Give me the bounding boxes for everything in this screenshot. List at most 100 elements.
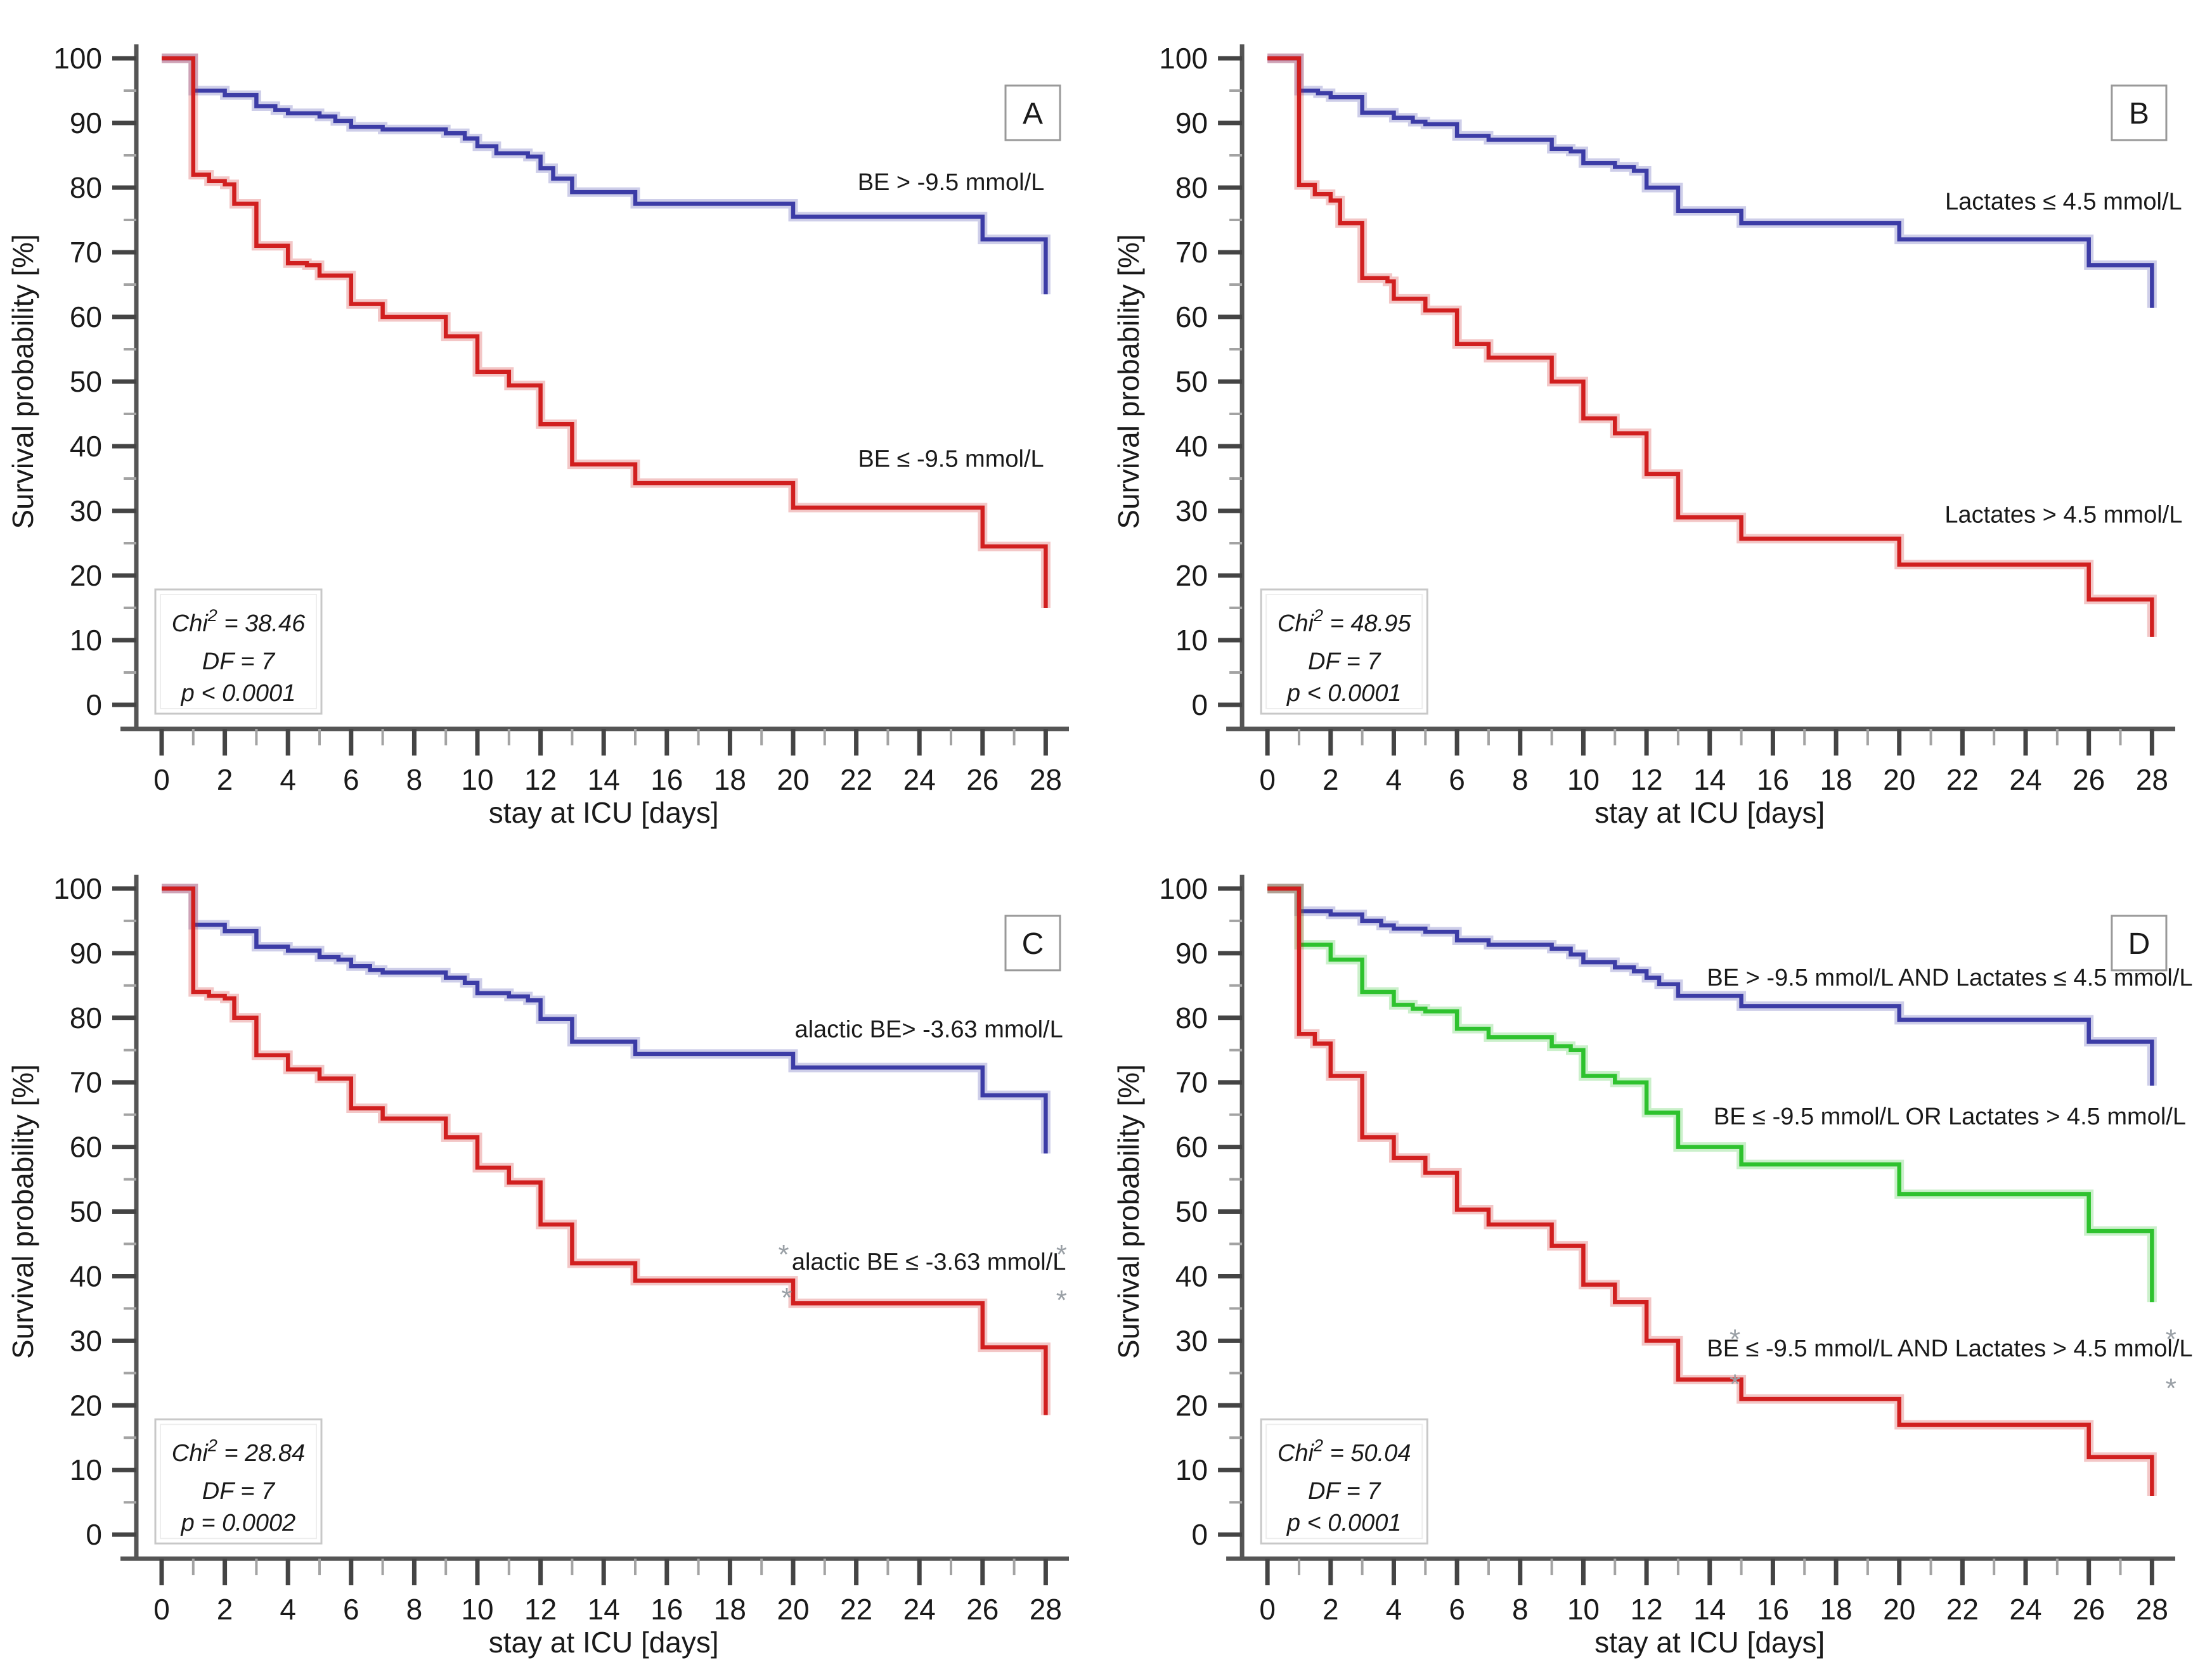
curve-label: BE ≤ -9.5 mmol/L OR Lactates > 4.5 mmol/… [1714,1103,2186,1130]
x-tick-label: 28 [1030,1593,1062,1626]
y-tick-label: 70 [70,236,102,269]
stats-p: p < 0.0001 [181,680,296,707]
curve-label: BE ≤ -9.5 mmol/L [858,446,1044,473]
y-tick-label: 80 [1175,1001,1208,1034]
survival-curve-red: BE ≤ -9.5 mmol/L [162,53,1051,608]
y-tick-label: 100 [53,872,102,905]
survival-curve-red: alactic BE ≤ -3.63 mmol/L [162,884,1066,1415]
panel-letter: C [1004,915,1061,972]
y-tick-label: 100 [1159,872,1208,905]
y-tick-label: 80 [70,1001,102,1034]
stats-df: DF = 7 [202,648,276,675]
y-tick-label: 0 [86,688,102,721]
panel-letter: D [2111,915,2168,972]
stats-df: DF = 7 [1308,648,1381,675]
survival-curve-blue: Lactates ≤ 4.5 mmol/L [1267,53,2182,308]
stats-chi2: Chi2 = 48.95 [1277,606,1411,637]
x-tick-label: 22 [1946,763,1979,796]
y-tick-label: 30 [1175,1324,1208,1357]
y-tick-label: 40 [1175,1259,1208,1292]
x-tick-label: 4 [280,1593,296,1626]
svg-text:B: B [2129,97,2149,131]
panel-letter: B [2111,84,2168,141]
x-tick-label: 8 [1512,1593,1529,1626]
y-tick-label: 40 [70,1259,102,1292]
y-tick-label: 70 [70,1066,102,1099]
x-tick-label: 10 [461,763,493,796]
x-tick-label: 4 [1386,1593,1402,1626]
x-tick-label: 12 [1630,763,1662,796]
y-tick-label: 20 [1175,559,1208,592]
x-tick-label: 26 [2073,763,2105,796]
x-tick-label: 16 [650,763,683,796]
panel-a: 0 10 20 30 40 50 60 70 80 90 100 Survival probabili… [0,0,1106,830]
y-tick-label: 60 [1175,1131,1208,1164]
stats-box: Chi2 = 28.84 DF = 7 p = 0.0002 [154,1418,323,1545]
x-tick-label: 14 [588,763,620,796]
censor-mark: * [781,1282,792,1313]
y-tick-label: 90 [70,937,102,970]
x-tick-label: 10 [1567,763,1600,796]
panel-letter: A [1004,84,1061,141]
y-tick-label: 40 [1175,430,1208,463]
y-tick-label: 80 [70,171,102,204]
svg-text:D: D [2128,927,2151,961]
y-axis: 0 10 20 30 40 50 60 70 80 90 100 Survival probabili… [6,42,139,729]
x-tick-label: 0 [153,1593,170,1626]
y-tick-label: 50 [70,365,102,398]
censor-mark: * [1730,1323,1740,1354]
y-tick-label: 100 [1159,42,1208,75]
stats-chi2: Chi2 = 50.04 [1277,1436,1411,1467]
x-tick-label: 6 [1449,1593,1465,1626]
y-tick-label: 80 [1175,171,1208,204]
x-tick-label: 18 [714,1593,746,1626]
y-tick-label: 10 [1175,1453,1208,1486]
x-axis-title: stay at ICU [days] [1594,1626,1825,1659]
x-tick-label: 20 [1883,1593,1915,1626]
x-tick-label: 26 [966,1593,999,1626]
x-tick-label: 18 [1820,763,1852,796]
y-tick-label: 0 [1191,688,1208,721]
x-tick-label: 6 [343,1593,359,1626]
x-tick-label: 22 [840,763,872,796]
censor-mark: * [1056,1285,1067,1316]
x-tick-label: 26 [966,763,999,796]
x-tick-label: 0 [1259,1593,1276,1626]
x-tick-label: 0 [153,763,170,796]
stats-box: Chi2 = 50.04 DF = 7 p < 0.0001 [1260,1418,1428,1545]
survival-curve-blue: alactic BE> -3.63 mmol/L [162,884,1063,1154]
y-tick-label: 90 [1175,106,1208,139]
x-tick-label: 0 [1259,763,1276,796]
x-tick-label: 18 [714,763,746,796]
survival-curve-blue: BE > -9.5 mmol/L AND Lactates ≤ 4.5 mmol… [1267,884,2193,1086]
y-tick-label: 10 [70,624,102,657]
stats-chi2: Chi2 = 28.84 [172,1436,305,1467]
stats-p: p = 0.0002 [181,1510,296,1536]
y-tick-label: 0 [86,1518,102,1551]
y-tick-label: 100 [53,42,102,75]
x-tick-label: 16 [1757,1593,1789,1626]
x-tick-label: 2 [217,1593,233,1626]
y-tick-label: 20 [70,559,102,592]
curve-label: BE > -9.5 mmol/L [858,169,1045,196]
x-tick-label: 28 [2136,763,2168,796]
x-tick-label: 24 [903,1593,936,1626]
x-tick-label: 10 [461,1593,493,1626]
x-tick-label: 14 [1693,763,1726,796]
y-tick-label: 90 [1175,937,1208,970]
x-tick-label: 12 [524,763,557,796]
x-tick-label: 26 [2073,1593,2105,1626]
y-tick-label: 0 [1191,1518,1208,1551]
x-tick-label: 10 [1567,1593,1600,1626]
x-tick-label: 24 [903,763,936,796]
x-tick-label: 4 [1386,763,1402,796]
y-tick-label: 60 [1175,300,1208,333]
y-tick-label: 30 [70,1324,102,1357]
y-tick-label: 60 [70,1131,102,1164]
